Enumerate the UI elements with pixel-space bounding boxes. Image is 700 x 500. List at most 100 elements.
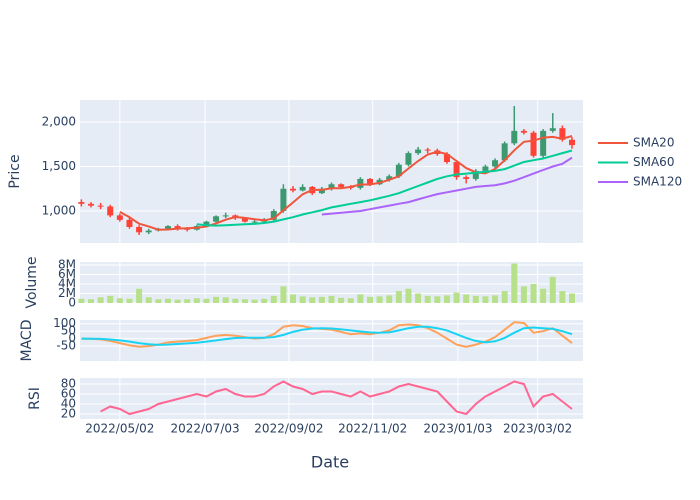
y-axis-title: MACD (19, 320, 35, 362)
plot-background (80, 320, 583, 361)
y-tick-label: 1,500 (42, 159, 76, 173)
volume-bar (530, 283, 537, 303)
x-axis-title: Date (311, 453, 349, 472)
legend-label: SMA20 (633, 136, 674, 150)
volume-bar (261, 298, 268, 303)
line-series (100, 380, 573, 416)
candle-body (501, 143, 508, 161)
candle-body (299, 186, 306, 191)
volume-bar (232, 298, 239, 303)
candle-body (251, 221, 258, 223)
candle-body (270, 210, 277, 220)
y-tick-label: 0 (68, 331, 76, 345)
volume-bar (251, 299, 258, 303)
volume-bar (309, 297, 316, 303)
volume-bar (290, 294, 297, 303)
volume-bar (415, 293, 422, 303)
candle-body (415, 149, 422, 154)
candle-body (222, 215, 229, 217)
line-series (119, 135, 573, 231)
line-series (196, 149, 573, 227)
y-tick-label: 0 (68, 296, 76, 310)
y-tick-label: 80 (61, 377, 76, 391)
legend-label: SMA60 (633, 155, 674, 169)
volume-bar (376, 296, 383, 303)
volume-bar (78, 298, 85, 303)
volume-bar (107, 295, 114, 303)
candle-body (569, 139, 576, 146)
volume-bar (145, 297, 152, 303)
volume-bar (155, 299, 162, 303)
candle-body (290, 188, 297, 191)
volume-bar (318, 296, 325, 303)
candle-body (424, 149, 431, 151)
x-tick-label: 2022/11/02 (338, 422, 407, 436)
y-tick-label: 40 (61, 397, 76, 411)
candle-body (405, 153, 412, 165)
volume-bar (492, 295, 499, 303)
candle-body (97, 205, 104, 207)
volume-bar (472, 295, 479, 303)
y-tick-label: 2,000 (42, 114, 76, 128)
volume-bar (559, 291, 566, 303)
candle-body (241, 218, 248, 222)
volume-bar (193, 298, 200, 303)
volume-bar (299, 296, 306, 303)
candle-body (116, 215, 123, 220)
y-axis-title: RSI (27, 387, 43, 410)
volume-bar (366, 296, 373, 303)
volume-bar (405, 288, 412, 303)
candle-body (472, 170, 479, 179)
y-tick-label: 8M (58, 257, 76, 271)
volume-bar (87, 299, 94, 303)
y-tick-label: 20 (61, 407, 76, 421)
volume-bar (126, 298, 133, 303)
plot-background (80, 100, 583, 243)
y-tick-label: 50 (61, 324, 76, 338)
volume-bar (395, 291, 402, 303)
volume-bar (241, 299, 248, 303)
candle-body (492, 160, 499, 167)
volume-bar (511, 263, 518, 303)
volume-bar (222, 297, 229, 303)
volume-bar (328, 295, 335, 303)
candle-body (164, 226, 171, 229)
volume-bar (424, 295, 431, 303)
candle-body (463, 177, 470, 179)
volume-bar (136, 288, 143, 303)
x-tick-label: 2022/07/03 (170, 422, 239, 436)
y-tick-label: 2M (58, 286, 76, 300)
volume-bar (386, 295, 393, 303)
volume-bar (540, 288, 547, 303)
candle-body (443, 154, 450, 163)
candle-body (107, 206, 114, 216)
candle-body (87, 203, 94, 206)
volume-bar (203, 298, 210, 303)
candle-body (559, 128, 566, 140)
candle-body (520, 130, 527, 133)
candle-body (540, 130, 547, 156)
volume-bar (280, 286, 287, 303)
candle-body (395, 164, 402, 177)
candle-body (280, 188, 287, 211)
x-tick-label: 2023/03/02 (503, 422, 572, 436)
y-tick-label: 60 (61, 387, 76, 401)
volume-bar (97, 297, 104, 303)
candle-body (530, 132, 537, 156)
candle-body (338, 184, 345, 187)
candle-body (136, 226, 143, 233)
candle-body (328, 184, 335, 189)
x-tick-label: 2022/09/02 (254, 422, 323, 436)
candle-body (386, 176, 393, 180)
candle-body (549, 128, 556, 131)
volume-bar (482, 296, 489, 303)
volume-bar (569, 293, 576, 303)
candle-body (511, 130, 518, 144)
y-tick-label: 1,000 (42, 203, 76, 217)
candle-body (174, 226, 181, 229)
x-tick-label: 2022/05/02 (85, 422, 154, 436)
candle-body (203, 221, 210, 227)
candle-body (482, 166, 489, 171)
volume-bar (270, 295, 277, 303)
